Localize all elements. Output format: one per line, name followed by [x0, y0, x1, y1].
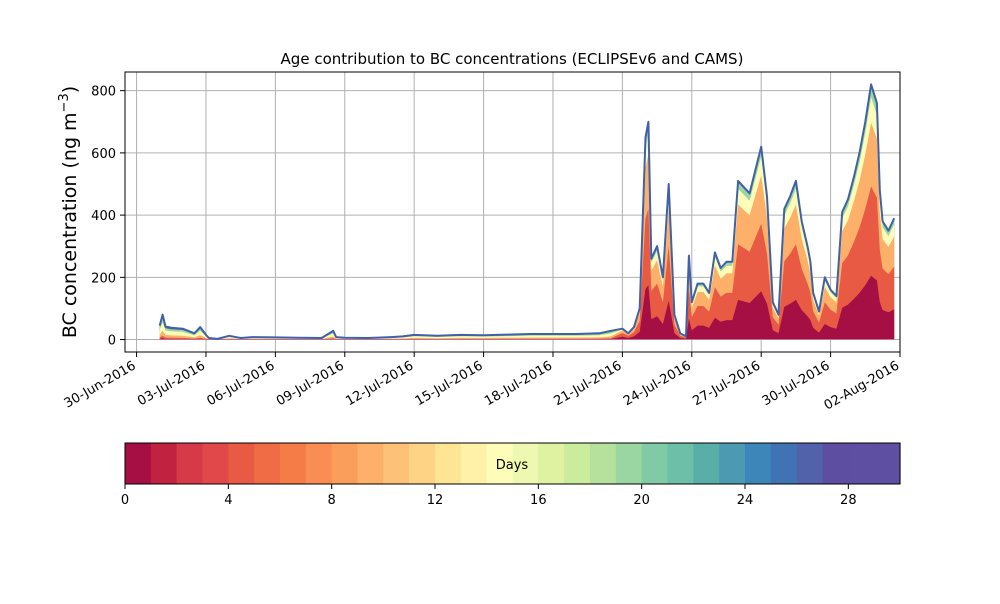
- colorbar-segment: [383, 443, 410, 484]
- y-axis-label: BC concentration (ng m−3): [57, 86, 81, 338]
- colorbar-ticks: 0 4 8 12 16 20 24 28: [121, 484, 857, 508]
- colorbar-segment: [305, 443, 333, 484]
- colorbar: [125, 443, 901, 484]
- colorbar-segment: [538, 443, 565, 484]
- colorbar-segment: [357, 443, 384, 484]
- colorbar-segment: [719, 443, 746, 484]
- x-tick-label: 12-Jul-2016: [343, 358, 416, 409]
- y-tick-label: 600: [91, 147, 116, 162]
- x-tick-label: 09-Jul-2016: [274, 358, 347, 409]
- y-axis-ticks: 0 200 400 600 800: [91, 85, 125, 349]
- colorbar-segment: [615, 443, 643, 484]
- y-axis-label-exponent: −3: [57, 93, 72, 112]
- colorbar-segment: [460, 443, 488, 484]
- colorbar-segment: [176, 443, 204, 484]
- x-tick-label: 18-Jul-2016: [482, 358, 555, 409]
- colorbar-segment: [641, 443, 669, 484]
- colorbar-segment: [745, 443, 772, 484]
- age-band-area: [159, 275, 895, 340]
- y-axis-label-main: BC concentration (ng m: [59, 112, 81, 338]
- colorbar-segment: [667, 443, 694, 484]
- x-tick-label: 03-Jul-2016: [135, 358, 208, 409]
- colorbar-segment: [564, 443, 591, 484]
- colorbar-segment: [125, 443, 152, 484]
- stacked-age-bands: [159, 84, 895, 341]
- colorbar-label: Days: [496, 458, 529, 473]
- age-band-area: [159, 186, 895, 340]
- colorbar-segment: [280, 443, 307, 484]
- colorbar-tick-label: 4: [224, 493, 232, 508]
- colorbar-segment: [796, 443, 824, 484]
- chart-title: Age contribution to BC concentrations (E…: [281, 50, 744, 68]
- colorbar-tick-label: 12: [427, 493, 444, 508]
- colorbar-tick-label: 0: [121, 493, 129, 508]
- colorbar-segment: [486, 443, 514, 484]
- y-tick-label: 800: [91, 85, 116, 100]
- plot-frame: [124, 71, 901, 353]
- colorbar-segment: [693, 443, 720, 484]
- colorbar-segment: [202, 443, 229, 484]
- y-tick-label: 400: [91, 209, 116, 224]
- colorbar-segment: [822, 443, 849, 484]
- y-tick-label: 200: [91, 271, 116, 286]
- colorbar-segment: [228, 443, 255, 484]
- x-tick-label: 30-Jun-2016: [62, 358, 139, 411]
- total-concentration-line: [158, 83, 896, 340]
- colorbar-segment: [409, 443, 436, 484]
- total-line-layer: [158, 83, 896, 340]
- colorbar-tick-label: 16: [530, 493, 547, 508]
- y-tick-label: 0: [108, 334, 116, 349]
- colorbar-segment: [770, 443, 798, 484]
- x-tick-label: 27-Jul-2016: [690, 358, 763, 409]
- colorbar-frame: [124, 442, 901, 485]
- colorbar-segment: [331, 443, 359, 484]
- colorbar-tick-label: 28: [840, 493, 857, 508]
- colorbar-segment: [848, 443, 875, 484]
- colorbar-segment: [512, 443, 539, 484]
- x-axis-ticks: 30-Jun-201603-Jul-201606-Jul-201609-Jul-…: [62, 352, 902, 414]
- colorbar-tick-label: 8: [328, 493, 336, 508]
- colorbar-segment: [254, 443, 281, 484]
- y-axis-label-close: ): [59, 86, 81, 93]
- colorbar-segment: [150, 443, 178, 484]
- colorbar-segment: [435, 443, 462, 484]
- colorbar-segment: [874, 443, 901, 484]
- x-tick-label: 06-Jul-2016: [205, 358, 278, 409]
- x-tick-label: 24-Jul-2016: [621, 358, 694, 409]
- colorbar-tick-label: 20: [633, 493, 650, 508]
- x-tick-label: 15-Jul-2016: [413, 358, 486, 409]
- colorbar-tick-label: 24: [737, 493, 754, 508]
- x-tick-label: 02-Aug-2016: [822, 358, 902, 413]
- x-tick-label: 21-Jul-2016: [552, 358, 625, 409]
- colorbar-segment: [590, 443, 617, 484]
